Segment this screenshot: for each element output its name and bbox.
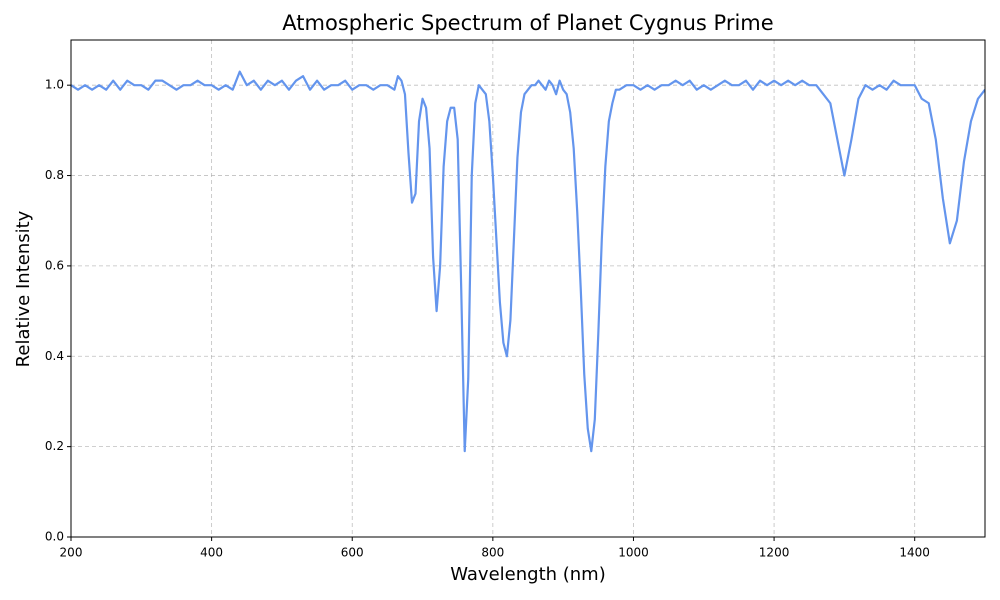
x-tick-label: 200: [60, 546, 83, 560]
y-tick-label: 0.8: [45, 168, 64, 182]
x-tick-label: 1200: [759, 546, 790, 560]
y-tick-label: 0.6: [45, 258, 64, 272]
x-tick-label: 1000: [618, 546, 649, 560]
axes-frame: [70, 39, 986, 538]
spectrum-line: [71, 70, 985, 453]
y-tick-label: 1.0: [45, 78, 64, 92]
y-tick-label: 0.0: [45, 530, 64, 544]
y-axis-label: Relative Intensity: [13, 210, 34, 367]
chart-title: Atmospheric Spectrum of Planet Cygnus Pr…: [282, 11, 773, 35]
y-tick-label: 0.2: [45, 439, 64, 453]
y-tick-label: 0.4: [45, 349, 64, 363]
plot-area: 200 400 600 800 1000 1200 1400 0.0 0.2 0.4 0.6 0.8 1…: [45, 40, 985, 560]
x-tick-label: 800: [481, 546, 504, 560]
x-tick-label: 400: [200, 546, 223, 560]
x-tick-label: 600: [341, 546, 364, 560]
x-axis-label: Wavelength (nm): [450, 564, 606, 585]
x-tick-label: 1400: [899, 546, 930, 560]
